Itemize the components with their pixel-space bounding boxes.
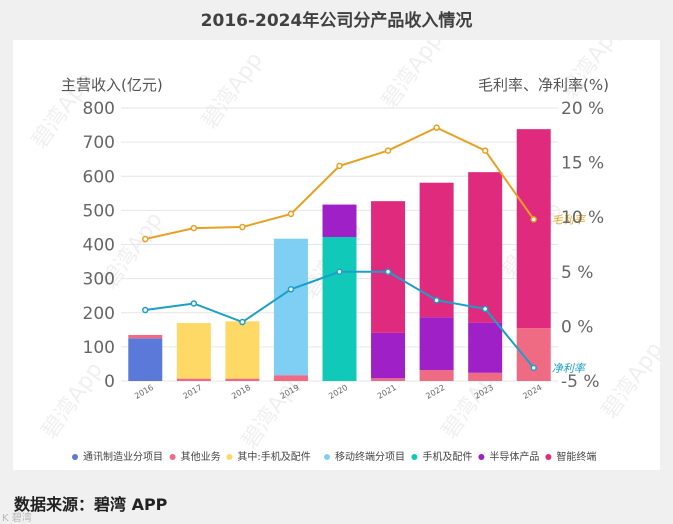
y-right-tick-label: 0 % — [561, 317, 593, 337]
line-point — [433, 296, 440, 304]
bar-segment — [273, 238, 308, 376]
bar-segment — [322, 236, 357, 381]
line-point — [481, 305, 489, 313]
watermark-text: 碧湾App — [377, 40, 447, 113]
bar-segment — [176, 378, 211, 381]
bottom-watermark: K 碧湾 — [2, 513, 32, 524]
y-left-tick-label: 200 — [83, 304, 115, 324]
bar-segment — [516, 129, 551, 329]
bar-segment — [371, 332, 406, 379]
line-point — [239, 318, 246, 326]
y-right-tick-label: 5 % — [561, 263, 593, 283]
x-tick-label: 2024 — [521, 383, 543, 401]
legend-label: 移动终端分项目 — [335, 450, 405, 463]
line-point — [336, 268, 343, 276]
legend-label: 半导体产品 — [489, 450, 539, 463]
x-tick-label: 2016 — [133, 383, 155, 401]
line-point — [190, 300, 198, 307]
x-tick-label: 2020 — [327, 383, 349, 401]
legend-marker — [72, 454, 78, 460]
line-point — [287, 210, 295, 218]
line-end-label: 净利率 — [552, 362, 587, 375]
bar-segment — [128, 338, 163, 381]
legend-marker — [324, 454, 330, 460]
legend-marker — [411, 454, 418, 460]
watermark-text: 碧湾App — [37, 358, 107, 444]
legend-marker — [545, 454, 552, 460]
legend-label: 手机及配件 — [422, 450, 472, 463]
y-right-axis-title: 毛利率、净利率(%) — [478, 76, 609, 94]
line-point — [142, 306, 149, 314]
legend-marker — [226, 454, 233, 460]
y-left-tick-label: 0 — [104, 372, 115, 392]
legend-label: 其他业务 — [181, 450, 221, 463]
y-left-tick-label: 500 — [83, 201, 115, 221]
line-point — [190, 224, 198, 232]
line-point — [481, 147, 489, 154]
y-left-tick-label: 100 — [83, 338, 115, 358]
x-tick-label: 2021 — [376, 383, 398, 401]
y-right-tick-label: 10 % — [561, 208, 604, 228]
line-point — [384, 268, 392, 276]
watermark-text: 碧湾App — [597, 338, 660, 424]
legend-label: 其中:手机及配件 — [237, 450, 310, 463]
legend: 通讯制造业分项目 其他业务 其中:手机及配件 移动终端分项目 手机及配件 半导体产品 智能终… — [72, 450, 596, 463]
y-left-tick-label: 400 — [83, 236, 115, 256]
bar-segment — [419, 370, 454, 381]
bar-segment — [468, 322, 503, 373]
bar-segment — [128, 334, 163, 339]
legend-marker — [169, 454, 176, 460]
bar-segment — [225, 378, 260, 381]
line-point — [433, 124, 440, 131]
y-left-tick-label: 800 — [83, 99, 115, 119]
y-right-tick-label: -5 % — [561, 372, 600, 392]
bar-segment — [225, 321, 260, 379]
line-point — [287, 286, 295, 293]
bar-segment — [273, 375, 308, 381]
bar-segment — [371, 378, 406, 381]
bars-layer — [128, 129, 551, 381]
line-point — [530, 216, 537, 223]
bar-segment — [176, 322, 211, 379]
x-tick-label: 2022 — [424, 383, 446, 401]
legend-label: 智能终端 — [556, 450, 596, 463]
watermark-text: 碧湾App — [197, 48, 267, 134]
bar-segment — [371, 201, 406, 333]
legend-label: 通讯制造业分项目 — [83, 450, 163, 463]
y-left-tick-label: 300 — [83, 270, 115, 290]
bar-segment — [468, 372, 503, 381]
x-tick-label: 2018 — [230, 383, 252, 401]
bar-segment — [419, 317, 454, 371]
y-right-tick-label: 20 % — [561, 99, 604, 119]
line-point — [239, 223, 246, 231]
y-right-tick-label: 15 % — [561, 154, 604, 174]
y-left-tick-label: 600 — [83, 167, 115, 187]
line-point — [384, 147, 392, 154]
y-left-axis-title: 主营收入(亿元) — [61, 76, 163, 94]
line-point — [530, 364, 537, 372]
bar-segment — [419, 182, 454, 318]
y-left-tick-label: 700 — [83, 133, 115, 153]
bar-segment — [468, 172, 503, 323]
line-point — [142, 235, 149, 243]
line-end-label: 毛利率 — [552, 213, 587, 226]
source-note: 数据来源：碧湾 APP — [14, 495, 168, 514]
line-point — [336, 162, 343, 170]
legend-marker — [478, 454, 485, 460]
chart-panel: 碧湾App 碧湾App 碧湾App 碧湾App 碧湾App 碧湾App 碧湾App 碧湾App… — [13, 40, 660, 470]
page-title: 2016-2024年公司分产品收入情况 — [200, 11, 473, 31]
x-tick-label: 2017 — [182, 383, 204, 401]
bar-segment — [322, 204, 357, 237]
